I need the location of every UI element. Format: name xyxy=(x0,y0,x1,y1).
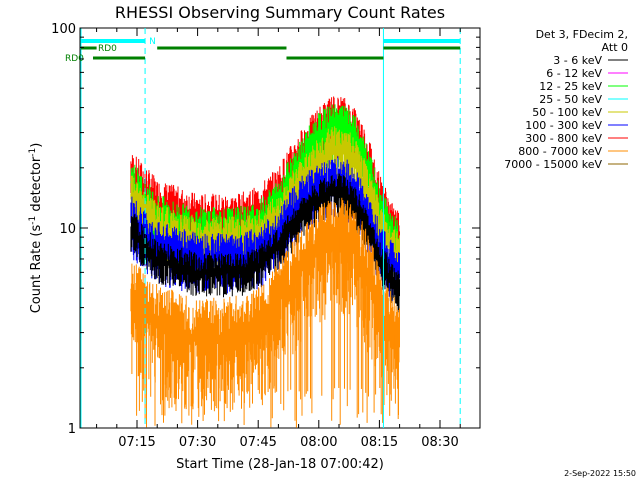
footer-timestamp: 2-Sep-2022 15:50 xyxy=(564,469,636,478)
legend-entry-label: 3 - 6 keV xyxy=(553,54,602,67)
x-tick-label: 07:30 xyxy=(179,435,216,450)
x-tick-label: 07:15 xyxy=(118,435,155,450)
legend-entry-label: 12 - 25 keV xyxy=(539,80,602,93)
legend-entry-label: 100 - 300 keV xyxy=(525,119,602,132)
x-tick-label: 08:00 xyxy=(300,435,337,450)
y-tick-label: 100 xyxy=(51,22,76,37)
legend-entry-label: 800 - 7000 keV xyxy=(518,145,602,158)
legend-header: Att 0 xyxy=(602,41,628,54)
legend-entry-label: 25 - 50 keV xyxy=(539,93,602,106)
series-layer xyxy=(130,96,400,428)
legend-header: Det 3, FDecim 2, xyxy=(536,28,628,41)
x-axis-label: Start Time (28-Jan-18 07:00:42) xyxy=(176,457,384,472)
chart-title: RHESSI Observing Summary Count Rates xyxy=(115,3,445,22)
legend-entry-label: 50 - 100 keV xyxy=(532,106,602,119)
x-tick-label: 08:30 xyxy=(421,435,458,450)
flag-rd0-label: RD0 xyxy=(98,44,117,54)
flag-n-label: N xyxy=(149,37,156,47)
legend-entry-label: 7000 - 15000 keV xyxy=(504,158,602,171)
y-tick-label: 1 xyxy=(68,422,76,437)
x-tick-label: 07:45 xyxy=(239,435,276,450)
x-tick-label: 08:15 xyxy=(361,435,398,450)
y-axis: 1 10 100 xyxy=(51,22,480,437)
series-orange-dips xyxy=(136,237,399,428)
y-tick-label: 10 xyxy=(59,222,76,237)
y-axis-label: Count Rate (s-1 detector-1) xyxy=(28,143,44,314)
legend-entry-label: 6 - 12 keV xyxy=(546,67,602,80)
x-axis: 07:15 07:30 07:45 08:00 08:15 08:30 xyxy=(96,28,461,450)
flag-rd0-label: RD0 xyxy=(65,54,84,64)
series-black xyxy=(130,173,400,313)
legend-entry-label: 300 - 800 keV xyxy=(525,132,602,145)
